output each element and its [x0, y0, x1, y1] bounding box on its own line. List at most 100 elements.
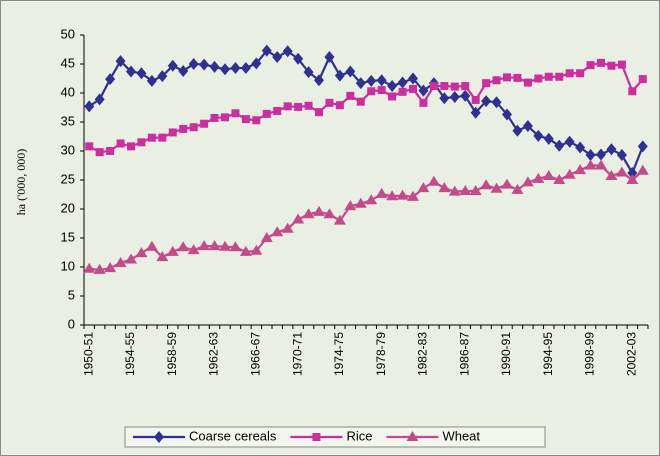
data-point	[281, 222, 294, 233]
data-point	[397, 76, 408, 89]
data-point	[501, 178, 513, 189]
data-point	[438, 182, 451, 193]
data-point	[586, 61, 595, 70]
data-point	[597, 58, 605, 67]
data-point	[106, 147, 115, 155]
y-tick-label: 50	[61, 26, 75, 41]
x-tick-label: 1994-95	[541, 332, 555, 376]
y-tick-label: 40	[61, 84, 75, 99]
data-point	[282, 45, 293, 58]
x-tick-label: 1950-51	[81, 332, 95, 376]
data-point	[177, 241, 190, 252]
x-tick-label: 1966-67	[249, 332, 263, 376]
data-point	[355, 77, 366, 90]
data-point	[616, 149, 627, 162]
data-point	[471, 95, 480, 104]
data-point	[83, 262, 96, 273]
data-point	[398, 87, 407, 96]
data-point	[187, 244, 200, 255]
x-tick-label: 1986-87	[457, 332, 471, 376]
data-point	[555, 72, 564, 81]
data-point	[293, 52, 304, 65]
data-point	[188, 58, 199, 70]
data-point	[365, 194, 378, 205]
data-point	[480, 179, 493, 190]
data-point	[178, 64, 189, 77]
data-point	[262, 109, 271, 118]
data-point	[239, 245, 252, 256]
data-point	[418, 84, 429, 97]
data-point	[292, 213, 305, 224]
data-point	[460, 89, 471, 102]
x-tick-label: 1978-79	[374, 332, 388, 376]
data-point	[356, 97, 365, 106]
y-axis-label: ha ('000, 000)	[14, 149, 28, 215]
data-point	[490, 182, 503, 193]
data-point	[461, 82, 470, 91]
x-tick-label: 1974-75	[332, 332, 346, 376]
data-point	[94, 93, 105, 106]
x-tick-label: 2002-03	[625, 332, 639, 376]
data-point	[334, 69, 345, 82]
data-point	[115, 55, 126, 68]
data-point	[145, 240, 158, 251]
data-point	[440, 82, 449, 91]
data-point	[396, 189, 409, 200]
data-point	[127, 142, 135, 151]
data-point	[84, 100, 95, 113]
data-point	[272, 51, 283, 64]
data-point	[502, 108, 512, 121]
data-point	[156, 251, 169, 262]
data-point	[491, 96, 502, 109]
data-point	[408, 72, 418, 85]
y-tick-label: 20	[61, 200, 75, 215]
data-point	[304, 101, 313, 110]
data-point	[521, 176, 534, 187]
data-point	[168, 128, 177, 137]
data-point	[636, 164, 649, 175]
data-point	[335, 101, 344, 110]
data-point	[179, 124, 188, 133]
legend-label: Rice	[346, 428, 372, 443]
data-point	[147, 133, 156, 142]
x-tick-label: 1982-83	[416, 332, 430, 376]
data-point	[346, 91, 355, 100]
data-point	[219, 240, 231, 251]
legend-marker	[154, 431, 164, 443]
data-point	[638, 75, 647, 84]
data-point	[105, 73, 116, 86]
data-point	[429, 82, 438, 91]
data-point	[554, 139, 565, 152]
data-point	[542, 169, 555, 180]
data-point	[273, 106, 282, 115]
data-point	[448, 185, 461, 196]
data-point	[261, 44, 272, 57]
data-point	[628, 87, 637, 96]
data-point	[137, 138, 146, 147]
data-point	[323, 208, 336, 219]
data-point	[470, 106, 481, 119]
data-point	[449, 91, 460, 104]
data-point	[574, 164, 587, 175]
data-point	[251, 57, 262, 70]
data-point	[377, 86, 386, 95]
data-point	[366, 74, 377, 87]
data-point	[146, 74, 157, 87]
data-point	[553, 174, 566, 184]
legend-marker	[406, 431, 419, 441]
data-point	[482, 79, 491, 88]
data-point	[534, 74, 543, 83]
data-point	[125, 253, 137, 264]
data-point	[198, 240, 211, 251]
data-point	[544, 72, 553, 81]
data-point	[407, 190, 419, 201]
x-tick-label: 1958-59	[165, 332, 179, 376]
data-point	[314, 74, 324, 87]
data-point	[387, 80, 398, 93]
data-point	[367, 87, 376, 96]
data-point	[85, 142, 94, 151]
data-point	[563, 168, 576, 179]
data-point	[189, 123, 198, 132]
data-point	[220, 63, 230, 76]
data-point	[511, 183, 524, 194]
